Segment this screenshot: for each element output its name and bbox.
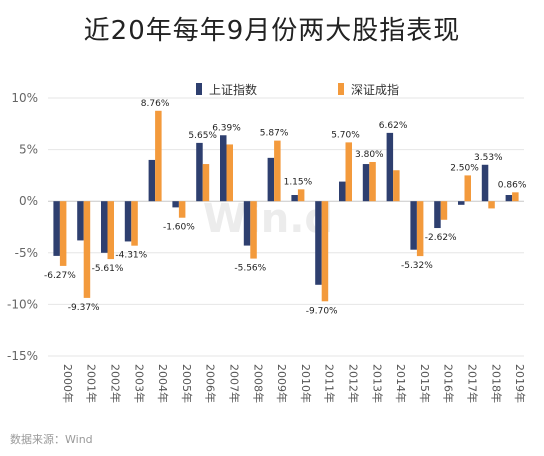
bar <box>202 164 210 202</box>
x-tick-label: 2010年 <box>299 364 313 403</box>
x-tick-label: 2007年 <box>228 364 242 403</box>
bar <box>77 201 84 241</box>
y-tick-label: -5% <box>15 246 38 260</box>
x-tick-label: 2006年 <box>204 364 218 403</box>
data-label: 5.70% <box>331 130 360 140</box>
bar <box>369 161 376 202</box>
data-label: 5.65% <box>188 131 217 141</box>
x-tick-label: 2017年 <box>466 364 480 403</box>
data-label: -5.61% <box>92 264 124 274</box>
bar <box>148 159 156 202</box>
data-label: 0.86% <box>498 180 527 190</box>
x-tick-label: 2012年 <box>347 364 361 403</box>
x-tick-label: 2015年 <box>418 364 432 403</box>
data-label: 5.87% <box>260 129 289 139</box>
bar <box>131 201 138 246</box>
bar <box>458 201 465 205</box>
y-tick-label: 5% <box>19 143 38 157</box>
data-label: 3.53% <box>474 153 503 163</box>
watermark-text: Win.d <box>203 196 333 242</box>
bar <box>196 142 203 202</box>
bar <box>59 201 67 266</box>
x-tick-label: 2004年 <box>156 364 170 403</box>
data-label: -4.31% <box>115 251 147 261</box>
data-source-note: 数据来源：Wind <box>10 433 93 446</box>
data-label: 6.62% <box>379 121 408 131</box>
bar <box>488 201 495 209</box>
bar <box>315 201 322 285</box>
bar <box>220 135 227 202</box>
bar <box>416 201 424 257</box>
data-label: 3.80% <box>355 150 384 160</box>
bar <box>434 201 441 229</box>
bar <box>481 164 489 202</box>
legend-label: 上证指数 <box>209 82 257 97</box>
legend-swatch <box>196 83 202 95</box>
x-tick-label: 2011年 <box>323 364 337 403</box>
bar <box>291 195 298 202</box>
data-label: -5.56% <box>234 264 266 274</box>
x-tick-label: 2002年 <box>109 364 123 403</box>
y-tick-label: 0% <box>19 194 38 208</box>
x-tick-label: 2018年 <box>489 364 503 403</box>
bar <box>83 201 91 298</box>
data-label: -1.60% <box>163 223 195 233</box>
legend-swatch <box>338 83 344 95</box>
x-tick-label: 2005年 <box>180 364 194 403</box>
bar <box>297 189 305 202</box>
bar <box>53 201 60 256</box>
y-tick-label: -10% <box>7 297 38 311</box>
x-tick-label: 2014年 <box>394 364 408 403</box>
bar <box>178 201 186 218</box>
data-label: 1.15% <box>284 177 313 187</box>
bar <box>243 201 251 246</box>
x-tick-label: 2008年 <box>251 364 265 403</box>
bar <box>155 110 162 202</box>
bar <box>250 201 257 259</box>
bar <box>386 132 394 202</box>
data-label: -2.62% <box>425 233 457 243</box>
chart-title: 近20年每年9月份两大股指表现 <box>83 16 461 46</box>
bar <box>321 201 329 302</box>
bar <box>505 195 513 202</box>
legend-label: 深证成指 <box>351 82 399 97</box>
y-tick-label: 10% <box>11 91 38 105</box>
bar <box>267 157 275 202</box>
data-label: -9.37% <box>68 303 100 313</box>
bar <box>339 181 346 202</box>
bar <box>410 201 417 250</box>
bar <box>274 140 281 202</box>
bar <box>464 175 471 202</box>
x-tick-label: 2001年 <box>85 364 99 403</box>
bar <box>345 142 352 202</box>
bar <box>393 170 400 202</box>
x-tick-label: 2009年 <box>275 364 289 403</box>
bar <box>124 201 132 242</box>
x-tick-label: 2000年 <box>61 364 75 403</box>
x-tick-label: 2003年 <box>132 364 146 403</box>
bar <box>172 201 179 208</box>
data-label: 2.50% <box>450 163 479 173</box>
x-tick-label: 2019年 <box>513 364 527 403</box>
x-tick-label: 2016年 <box>442 364 456 403</box>
x-tick-label: 2013年 <box>370 364 384 403</box>
bar <box>512 192 519 202</box>
data-label: -5.32% <box>401 261 433 271</box>
bar <box>101 201 108 253</box>
data-label: -9.70% <box>306 306 338 316</box>
bar <box>107 201 114 260</box>
data-label: -6.27% <box>44 271 76 281</box>
bar <box>440 201 448 220</box>
y-tick-label: -15% <box>7 349 38 363</box>
bar <box>226 144 233 202</box>
bar <box>362 164 370 202</box>
data-label: 8.76% <box>141 99 170 109</box>
data-label: 6.39% <box>212 123 241 133</box>
